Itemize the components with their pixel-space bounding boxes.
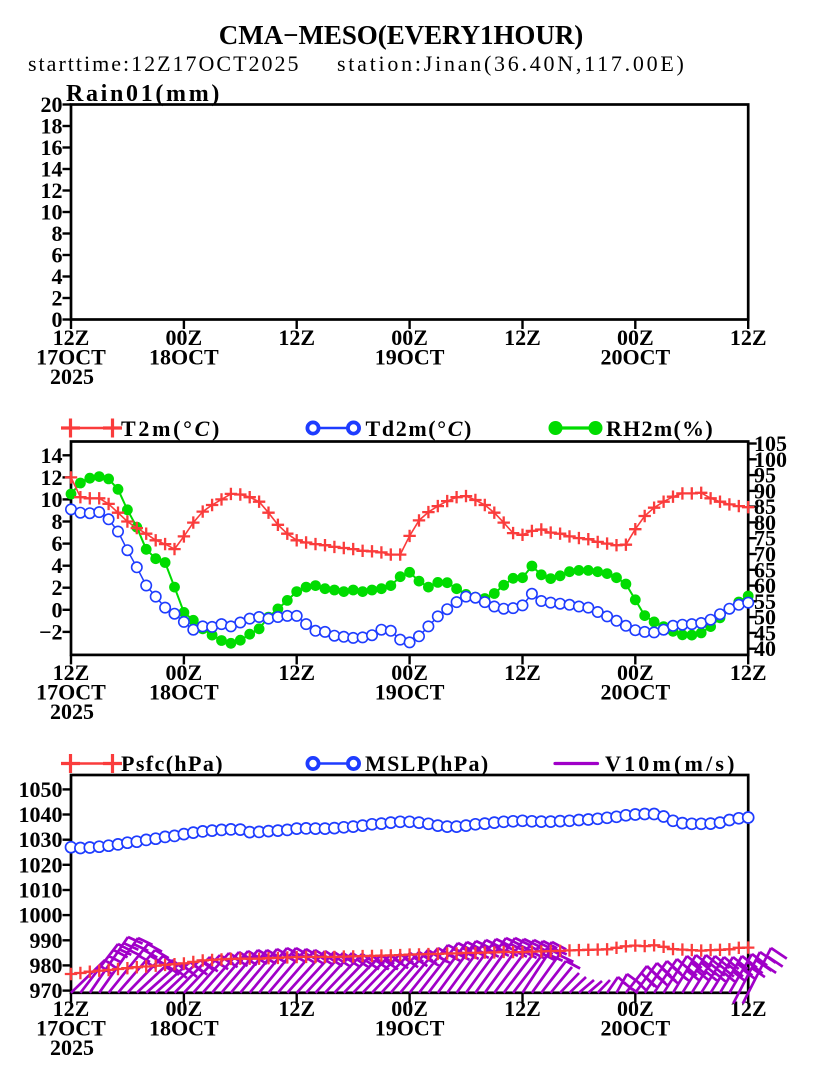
svg-text:0: 0 <box>52 597 63 622</box>
svg-text:2: 2 <box>52 286 63 311</box>
svg-text:Psfc(hPa): Psfc(hPa) <box>121 751 224 776</box>
svg-text:00Z: 00Z <box>391 325 428 350</box>
svg-text:85: 85 <box>754 494 776 519</box>
svg-text:12Z: 12Z <box>730 325 767 350</box>
svg-text:12Z: 12Z <box>53 996 90 1021</box>
svg-text:CMA−MESO(EVERY1HOUR): CMA−MESO(EVERY1HOUR) <box>219 20 583 50</box>
svg-text:00Z: 00Z <box>166 660 203 685</box>
svg-text:18OCT: 18OCT <box>149 1016 219 1041</box>
svg-text:1040: 1040 <box>19 802 63 827</box>
svg-text:00Z: 00Z <box>617 325 654 350</box>
svg-text:90: 90 <box>754 478 776 503</box>
svg-text:12Z: 12Z <box>278 996 315 1021</box>
svg-text:00Z: 00Z <box>391 660 428 685</box>
svg-text:0: 0 <box>52 307 63 332</box>
svg-text:19OCT: 19OCT <box>375 1016 445 1041</box>
svg-text:00Z: 00Z <box>617 660 654 685</box>
svg-text:19OCT: 19OCT <box>375 345 445 370</box>
svg-text:2: 2 <box>52 575 63 600</box>
svg-text:60: 60 <box>754 573 776 598</box>
svg-text:1020: 1020 <box>19 852 63 877</box>
svg-text:990: 990 <box>30 928 63 953</box>
svg-text:95: 95 <box>754 463 776 488</box>
svg-text:105: 105 <box>754 431 787 456</box>
svg-text:17OCT: 17OCT <box>36 680 106 705</box>
svg-text:14: 14 <box>41 157 63 182</box>
svg-text:1050: 1050 <box>19 777 63 802</box>
svg-text:80: 80 <box>754 510 776 535</box>
svg-text:Td2m(°C): Td2m(°C) <box>366 416 474 441</box>
svg-text:18OCT: 18OCT <box>149 680 219 705</box>
svg-text:00Z: 00Z <box>391 996 428 1021</box>
svg-text:970: 970 <box>30 978 63 1003</box>
svg-text:1030: 1030 <box>19 827 63 852</box>
svg-text:12Z: 12Z <box>53 325 90 350</box>
svg-text:19OCT: 19OCT <box>375 680 445 705</box>
svg-text:12Z: 12Z <box>730 660 767 685</box>
svg-text:12Z: 12Z <box>278 660 315 685</box>
svg-text:2025: 2025 <box>50 699 94 724</box>
svg-text:18OCT: 18OCT <box>149 345 219 370</box>
svg-text:70: 70 <box>754 541 776 566</box>
svg-text:55: 55 <box>754 589 776 614</box>
svg-text:10: 10 <box>41 200 63 225</box>
svg-text:station:Jinan(36.40N,117.00E): station:Jinan(36.40N,117.00E) <box>337 51 687 76</box>
svg-text:40: 40 <box>754 636 776 661</box>
svg-text:65: 65 <box>754 557 776 582</box>
svg-text:4: 4 <box>52 553 63 578</box>
svg-text:starttime:12Z17OCT2025: starttime:12Z17OCT2025 <box>28 51 301 76</box>
svg-text:50: 50 <box>754 605 776 630</box>
svg-text:4: 4 <box>52 264 63 289</box>
svg-text:14: 14 <box>41 443 63 468</box>
svg-text:00Z: 00Z <box>166 996 203 1021</box>
svg-text:17OCT: 17OCT <box>36 345 106 370</box>
svg-text:12Z: 12Z <box>504 325 541 350</box>
svg-text:2025: 2025 <box>50 364 94 389</box>
svg-text:RH2m(%): RH2m(%) <box>606 416 714 441</box>
svg-text:12Z: 12Z <box>53 660 90 685</box>
svg-text:T2m(°C): T2m(°C) <box>121 416 222 441</box>
svg-text:6: 6 <box>52 243 63 268</box>
svg-text:V10m(m/s): V10m(m/s) <box>605 751 738 776</box>
svg-text:10: 10 <box>41 487 63 512</box>
svg-text:12Z: 12Z <box>278 325 315 350</box>
svg-text:980: 980 <box>30 953 63 978</box>
svg-text:20OCT: 20OCT <box>600 680 670 705</box>
svg-text:12: 12 <box>41 178 63 203</box>
svg-text:18: 18 <box>41 114 63 139</box>
svg-text:Rain01(mm): Rain01(mm) <box>66 81 222 107</box>
svg-text:45: 45 <box>754 620 776 645</box>
svg-text:20OCT: 20OCT <box>600 1016 670 1041</box>
svg-text:1010: 1010 <box>19 877 63 902</box>
svg-text:MSLP(hPa): MSLP(hPa) <box>365 751 490 776</box>
svg-text:100: 100 <box>754 447 787 472</box>
svg-text:20: 20 <box>41 92 63 117</box>
svg-text:6: 6 <box>52 531 63 556</box>
svg-text:2025: 2025 <box>50 1035 94 1060</box>
svg-text:16: 16 <box>41 135 63 160</box>
svg-text:75: 75 <box>754 526 776 551</box>
svg-text:17OCT: 17OCT <box>36 1016 106 1041</box>
svg-text:1000: 1000 <box>19 903 63 928</box>
svg-text:20OCT: 20OCT <box>600 345 670 370</box>
svg-text:8: 8 <box>52 221 63 246</box>
svg-text:00Z: 00Z <box>617 996 654 1021</box>
svg-text:12: 12 <box>41 465 63 490</box>
svg-text:12Z: 12Z <box>504 996 541 1021</box>
svg-text:−2: −2 <box>39 619 63 644</box>
svg-text:8: 8 <box>52 509 63 534</box>
svg-text:00Z: 00Z <box>166 325 203 350</box>
svg-text:12Z: 12Z <box>504 660 541 685</box>
